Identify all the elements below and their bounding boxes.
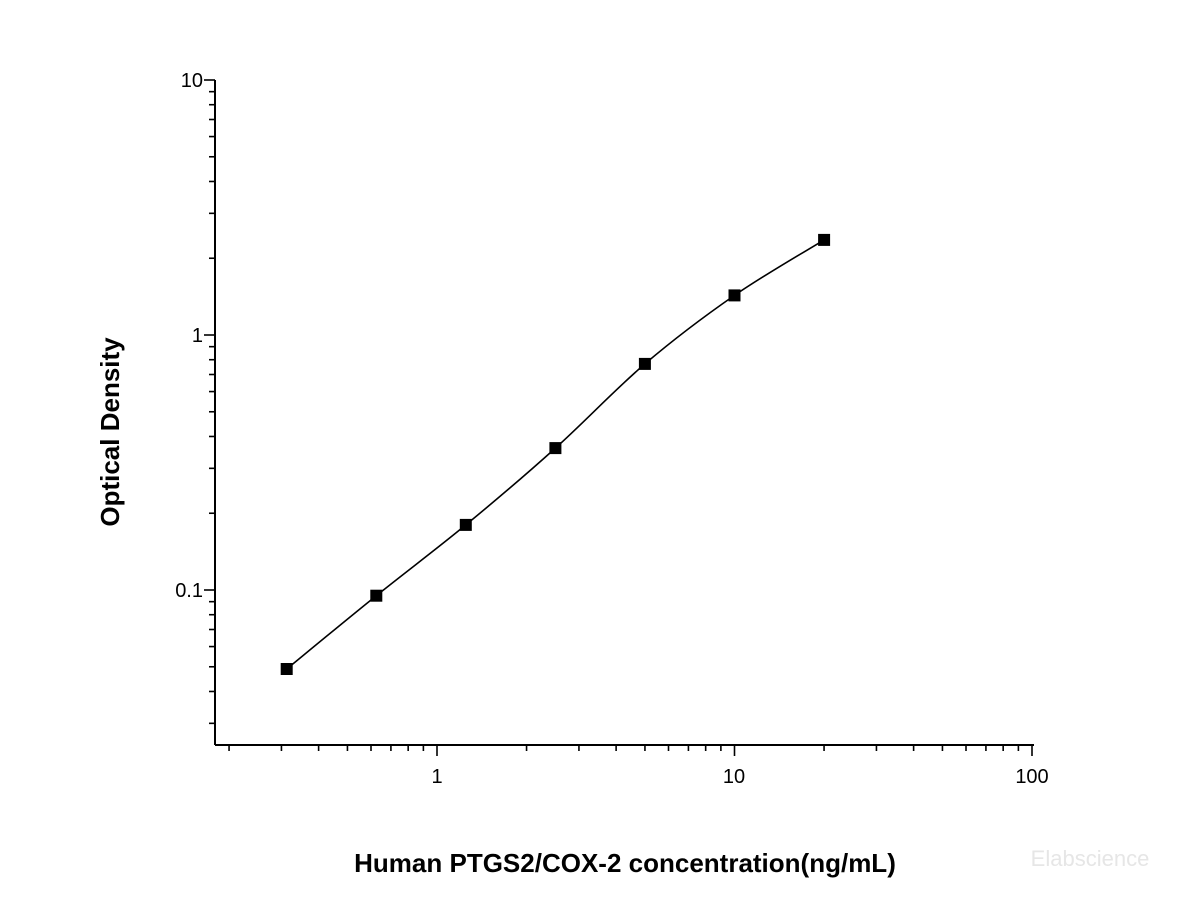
data-point-2 — [370, 589, 383, 602]
data-point-4 — [549, 442, 562, 455]
x-tick-label-1: 1 — [431, 766, 442, 788]
data-point-3 — [459, 518, 472, 531]
data-point-1 — [280, 663, 293, 675]
fit-curve — [286, 239, 825, 670]
data-points — [280, 233, 831, 675]
watermark-text: Elabscience — [1031, 846, 1150, 871]
data-point-7 — [818, 233, 831, 246]
x-axis-title: Human PTGS2/COX-2 concentration(ng/mL) — [354, 848, 896, 878]
data-point-6 — [728, 289, 741, 302]
x-tick-label-10: 10 — [723, 766, 745, 788]
y-tick-label-10: 10 — [181, 70, 203, 92]
ticks — [204, 79, 1033, 756]
axes — [214, 80, 1034, 746]
data-point-5 — [638, 357, 651, 370]
y-tick-label-1: 1 — [192, 325, 203, 347]
tick-labels: 1 10 100 0.1 1 10 — [175, 70, 1049, 788]
y-tick-label-0.1: 0.1 — [175, 580, 203, 602]
y-axis-title: Optical Density — [95, 337, 125, 527]
x-tick-label-100: 100 — [1015, 766, 1048, 788]
